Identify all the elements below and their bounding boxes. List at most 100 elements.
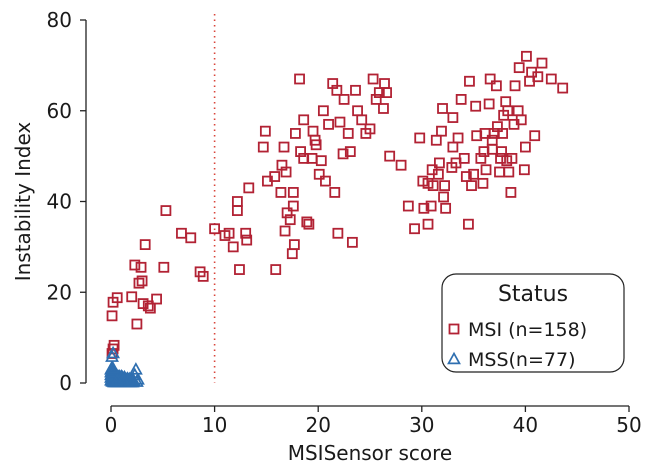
point-msi [505,187,517,198]
point-msi [486,134,498,146]
x-tick-label: 10 [202,413,227,437]
point-msi [158,261,170,273]
point-msi [402,200,414,212]
point-msi [545,73,557,85]
point-msi [422,218,434,230]
legend-marker-msi [448,323,460,335]
point-mss [130,372,145,385]
point-msi [298,114,310,126]
point-msi [447,141,459,153]
point-msi [494,166,505,178]
point-msi [259,125,271,137]
y-tick-label: 40 [47,190,72,214]
point-msi [379,78,390,89]
point-msi [518,164,530,176]
point-msi [278,141,290,153]
point-msi [500,96,512,108]
point-msi [294,73,305,85]
point-mss [110,373,125,386]
legend-box [441,273,625,373]
point-msi [176,227,187,239]
point-msi [290,128,301,139]
legend-label-mss: MSS(n=77) [468,349,575,371]
point-msi [295,146,306,157]
point-msi [436,125,447,137]
point-msi [338,94,350,105]
point-msi [288,239,300,251]
point-msi [370,94,382,105]
point-msi [483,98,495,110]
x-tick-label: 30 [409,413,434,437]
point-msi [470,100,482,112]
point-msi [364,123,376,135]
point-msi [111,292,123,304]
point-msi [480,164,492,176]
legend-title: Status [498,282,568,307]
point-msi [492,121,503,133]
point-msi [287,187,299,198]
point-msi [269,171,281,182]
point-msi [337,148,349,160]
point-msi [437,103,448,114]
point-msi [303,218,315,230]
point-msi [257,141,269,153]
point-msi [515,114,527,126]
x-tick-label: 20 [305,413,330,437]
point-msi [185,232,197,244]
point-msi [466,180,477,192]
point-msi [484,73,496,85]
legend-marker-mss [447,351,461,365]
y-tick-label: 0 [59,371,72,395]
point-msi [142,300,154,312]
point-msi [455,94,467,105]
series-msi [106,50,569,359]
series-mss [104,345,145,388]
point-msi [284,214,296,226]
point-msi [395,159,407,171]
point-msi [506,152,518,164]
point-msi [384,150,396,162]
y-tick-label: 80 [47,8,72,32]
point-msi [464,75,475,87]
point-msi [279,225,291,237]
point-msi [342,128,354,139]
x-axis-title: MSISensor score [288,441,453,465]
point-msi [468,168,480,180]
point-msi [521,50,532,62]
point-msi [287,200,299,212]
point-msi [475,152,487,164]
point-msi [509,80,521,92]
point-msi [275,187,287,198]
point-msi [463,218,474,230]
data-points [104,50,569,388]
point-msi [529,130,541,142]
point-msi [439,180,450,192]
x-tick-label: 50 [616,413,641,437]
point-msi [144,302,156,314]
x-axis-ticks: 0 10 20 30 40 50 [105,406,642,437]
legend: Status MSI (n=158) MSS(n=77) [441,273,625,373]
axes: 0 20 40 60 80 0 10 20 30 40 50 MSISensor score In… [11,8,642,465]
point-msi [425,200,437,212]
x-tick-label: 0 [105,413,118,437]
point-msi [434,157,445,169]
point-msi [329,187,341,198]
point-msi [430,134,442,146]
point-msi [378,103,389,114]
point-msi [513,62,525,74]
point-msi [532,71,544,83]
point-msi [381,87,392,98]
point-msi [478,146,490,157]
point-mss [128,362,143,375]
point-msi [223,227,235,239]
point-msi [331,84,343,96]
y-tick-label: 20 [47,280,72,304]
point-msi [438,191,449,203]
point-msi [227,241,239,253]
point-msi [502,105,514,117]
point-msi [160,205,172,216]
y-axis-ticks: 0 20 40 60 80 [47,8,86,395]
point-msi [310,139,322,151]
